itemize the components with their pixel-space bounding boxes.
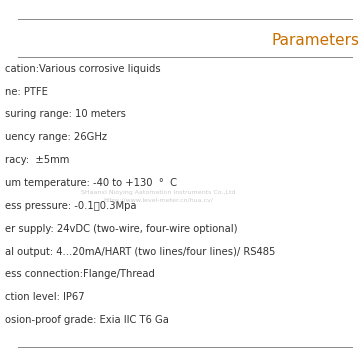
Text: SHaanxi Nioying Aatomation Instruments Co.,Ltd: SHaanxi Nioying Aatomation Instruments C…	[81, 190, 236, 195]
Text: cation:Various corrosive liquids: cation:Various corrosive liquids	[5, 64, 160, 74]
Text: suring range: 10 meters: suring range: 10 meters	[5, 109, 126, 120]
Text: ess pressure: -0.1～0.3Mpa: ess pressure: -0.1～0.3Mpa	[5, 201, 136, 211]
Text: ess connection:Flange/Thread: ess connection:Flange/Thread	[5, 270, 154, 279]
Text: https://www.level-meter.cn/hua.cv/: https://www.level-meter.cn/hua.cv/	[104, 198, 213, 203]
Text: er supply: 24vDC (two-wire, four-wire optional): er supply: 24vDC (two-wire, four-wire op…	[5, 224, 237, 234]
Text: uency range: 26GHz: uency range: 26GHz	[5, 132, 107, 142]
Text: osion-proof grade: Exia IIC T6 Ga: osion-proof grade: Exia IIC T6 Ga	[5, 315, 168, 325]
Text: ne: PTFE: ne: PTFE	[5, 86, 48, 96]
Text: Parameters: Parameters	[271, 32, 360, 48]
Text: al output: 4...20mA/HART (two lines/four lines)/ RS485: al output: 4...20mA/HART (two lines/four…	[5, 247, 275, 257]
Text: ction level: IP67: ction level: IP67	[5, 292, 84, 302]
Text: um temperature: -40 to +130  °  C: um temperature: -40 to +130 ° C	[5, 178, 177, 188]
Text: racy:  ±5mm: racy: ±5mm	[5, 155, 69, 165]
